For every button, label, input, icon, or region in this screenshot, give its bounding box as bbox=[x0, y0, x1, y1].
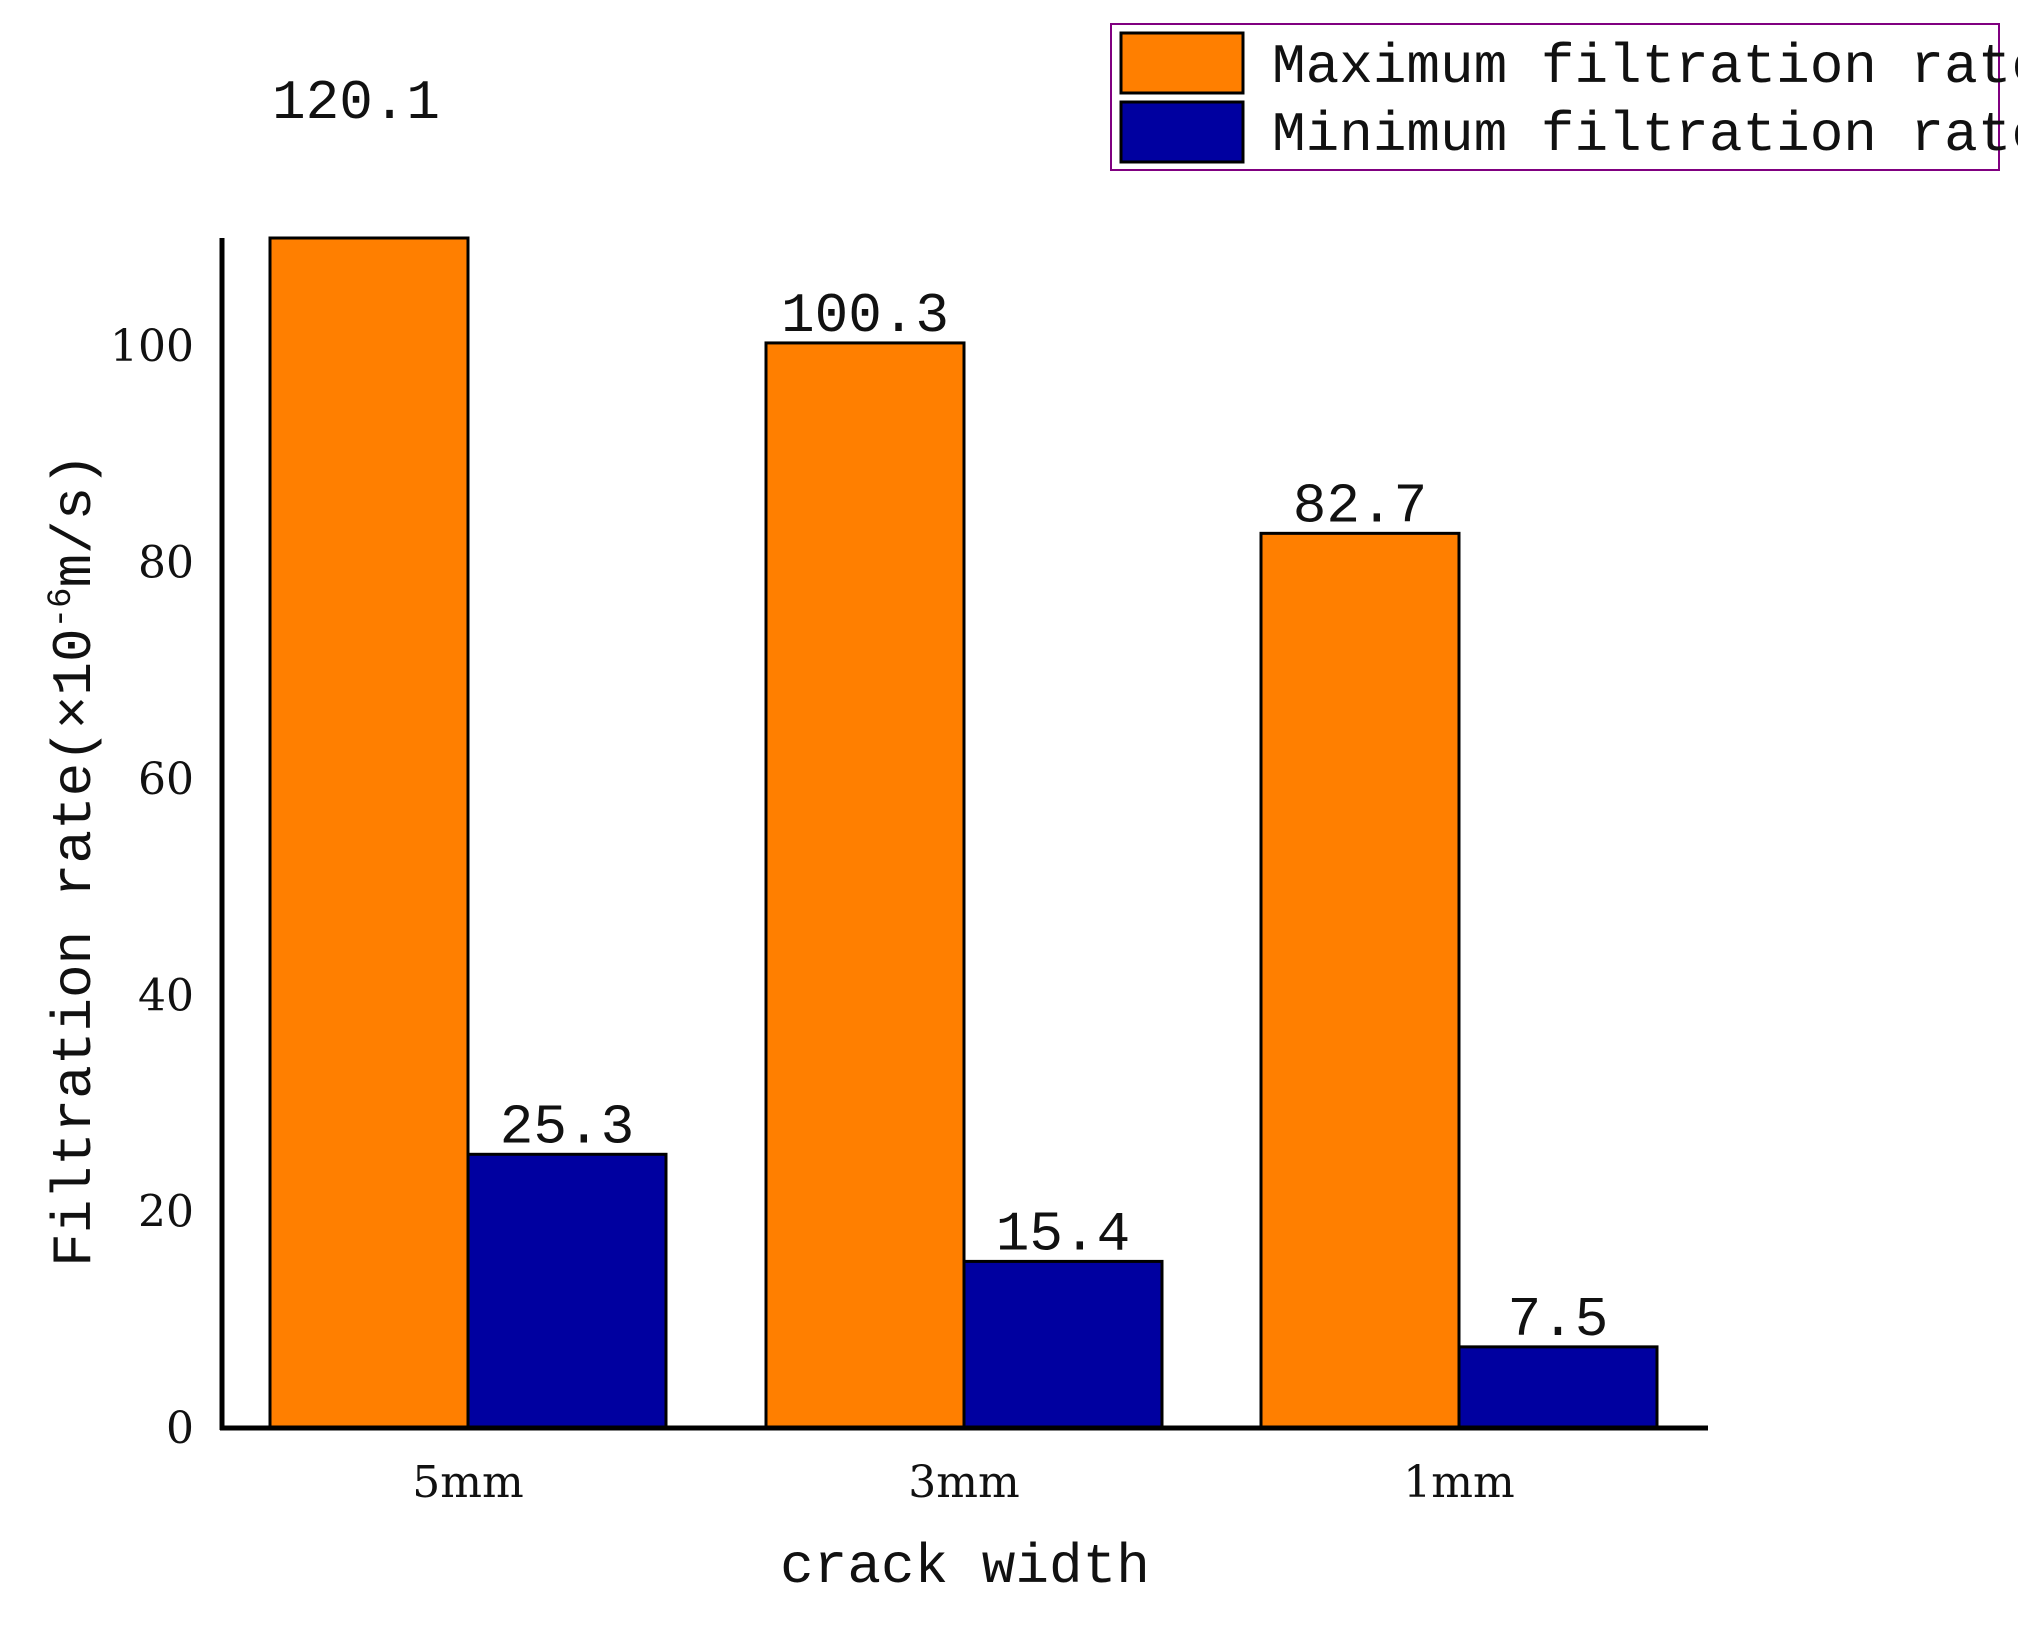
y-tick-label: 40 bbox=[138, 970, 194, 1021]
axes-layer bbox=[219, 238, 1708, 1431]
legend-frame bbox=[1110, 23, 2000, 171]
y-tick-label: 0 bbox=[166, 1403, 194, 1454]
bars-layer bbox=[268, 236, 1659, 1430]
bar-minimum-1mm bbox=[1457, 1345, 1659, 1430]
y-axis-title-main: Filtration rate(×10 bbox=[43, 628, 107, 1267]
y-axis-title: Filtration rate(×10-6m/s) bbox=[43, 453, 107, 1267]
bar-minimum-3mm bbox=[962, 1259, 1164, 1430]
data-label-maximum-3mm: 100.3 bbox=[781, 284, 949, 348]
y-axis-title-unit: m/s) bbox=[43, 453, 107, 587]
bar-maximum-3mm bbox=[764, 341, 966, 1430]
x-ticks-layer: 5mm 3mm 1mm bbox=[412, 1457, 1514, 1508]
data-label-minimum-3mm: 15.4 bbox=[996, 1202, 1130, 1266]
data-label-minimum-1mm: 7.5 bbox=[1508, 1288, 1609, 1352]
legend-swatch-maximum bbox=[1119, 31, 1245, 95]
y-tick-label: 60 bbox=[138, 754, 194, 805]
data-label-minimum-5mm: 25.3 bbox=[500, 1095, 634, 1159]
y-tick-label: 20 bbox=[138, 1187, 194, 1238]
x-axis-title: crack width bbox=[780, 1535, 1150, 1599]
x-tick-label: 3mm bbox=[908, 1457, 1019, 1508]
legend-label-minimum: Minimum filtration rate bbox=[1272, 103, 2018, 167]
x-tick-label: 1mm bbox=[1403, 1457, 1514, 1508]
data-label-maximum-1mm: 82.7 bbox=[1293, 474, 1427, 538]
bar-maximum-1mm bbox=[1259, 531, 1461, 1430]
bar-minimum-5mm bbox=[466, 1152, 668, 1430]
data-labels-layer: 120.1 100.3 82.7 25.3 15.4 7.5 bbox=[272, 71, 1608, 1352]
legend: Maximum filtration rate Minimum filtrati… bbox=[1110, 23, 2018, 171]
y-ticks-layer: 0 20 40 60 80 100 bbox=[110, 321, 194, 1454]
legend-label-maximum: Maximum filtration rate bbox=[1272, 35, 2018, 99]
y-tick-label: 100 bbox=[110, 321, 194, 372]
x-tick-label: 5mm bbox=[412, 1457, 523, 1508]
legend-swatch-minimum bbox=[1119, 100, 1245, 164]
data-label-maximum-5mm: 120.1 bbox=[272, 71, 440, 135]
y-tick-label: 80 bbox=[138, 538, 194, 589]
bar-maximum-5mm bbox=[268, 236, 470, 1430]
y-axis-title-superscript: -6 bbox=[43, 588, 81, 629]
